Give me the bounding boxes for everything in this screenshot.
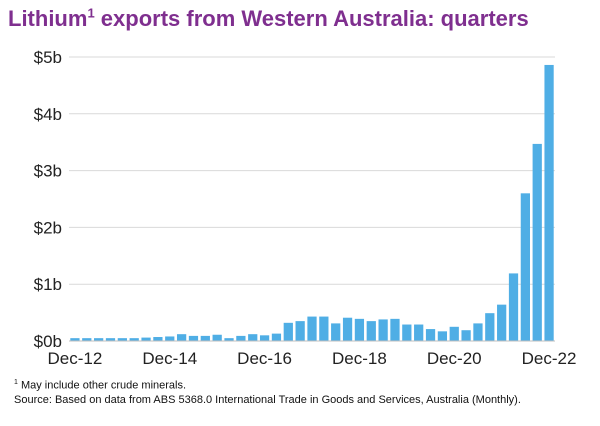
bar xyxy=(153,337,163,341)
chart-title: Lithium1 exports from Western Australia:… xyxy=(8,6,529,32)
gridlines xyxy=(69,56,555,285)
bar xyxy=(331,323,341,341)
bar xyxy=(390,318,400,341)
bar xyxy=(425,329,436,341)
bar xyxy=(236,335,246,341)
x-tick-label: Dec-12 xyxy=(48,349,103,368)
bar xyxy=(307,316,317,341)
bar xyxy=(473,323,483,341)
bar xyxy=(141,337,151,341)
x-tick-label: Dec-20 xyxy=(427,349,482,368)
x-tick-label: Dec-18 xyxy=(332,349,387,368)
bar xyxy=(342,317,353,341)
bar xyxy=(117,338,127,341)
bar xyxy=(544,64,554,341)
bar xyxy=(248,334,258,341)
bar xyxy=(437,331,448,341)
bar xyxy=(105,338,116,341)
bars xyxy=(70,64,554,341)
bar xyxy=(485,313,495,341)
footnote-marker: 1 xyxy=(14,379,18,386)
bar xyxy=(532,143,542,341)
bar xyxy=(188,335,199,341)
bar xyxy=(224,338,234,341)
bar xyxy=(414,324,424,341)
y-tick-label: $5b xyxy=(34,48,62,67)
bar xyxy=(319,316,329,341)
title-superscript: 1 xyxy=(87,5,95,21)
bar xyxy=(271,333,282,341)
footnote-1: 1 May include other crude minerals. xyxy=(14,379,186,392)
x-tick-label: Dec-14 xyxy=(142,349,197,368)
footnote-text: May include other crude minerals. xyxy=(17,379,187,392)
bar xyxy=(283,322,293,341)
bar xyxy=(212,334,222,341)
bar xyxy=(461,330,471,341)
y-tick-label: $4b xyxy=(34,105,62,124)
bar xyxy=(366,321,376,341)
source-note: Source: Based on data from ABS 5368.0 In… xyxy=(14,394,521,406)
bar xyxy=(176,334,187,341)
y-tick-label: $3b xyxy=(34,162,62,181)
x-tick-label: Dec-16 xyxy=(237,349,292,368)
bar xyxy=(200,335,210,341)
bar xyxy=(497,304,507,341)
bar xyxy=(129,338,139,341)
bar xyxy=(508,273,519,341)
y-tick-label: $1b xyxy=(34,275,62,294)
bar xyxy=(70,338,80,341)
bar xyxy=(94,338,104,341)
y-tick-label: $0b xyxy=(34,332,62,351)
bar xyxy=(449,326,459,341)
bar xyxy=(378,319,388,341)
x-axis-labels: Dec-12 Dec-14 Dec-16 Dec-18 Dec-20 Dec-22 xyxy=(48,349,577,368)
y-tick-label: $2b xyxy=(34,218,62,237)
title-rest: exports from Western Australia: quarters xyxy=(94,6,529,31)
bar xyxy=(165,336,175,341)
bar-chart: $0b$1b$2b$3b$4b$5b Dec-12 Dec-14 Dec-16 Dec… xyxy=(34,48,577,368)
bar xyxy=(259,335,270,341)
title-main: Lithium xyxy=(8,6,88,31)
bar xyxy=(354,318,365,341)
bar xyxy=(295,321,305,341)
bar xyxy=(82,338,92,341)
bar xyxy=(520,193,530,341)
bar xyxy=(402,324,412,341)
x-tick-label: Dec-22 xyxy=(522,349,577,368)
y-axis-labels: $0b $1b $2b $3b $4b $5b xyxy=(34,48,62,351)
